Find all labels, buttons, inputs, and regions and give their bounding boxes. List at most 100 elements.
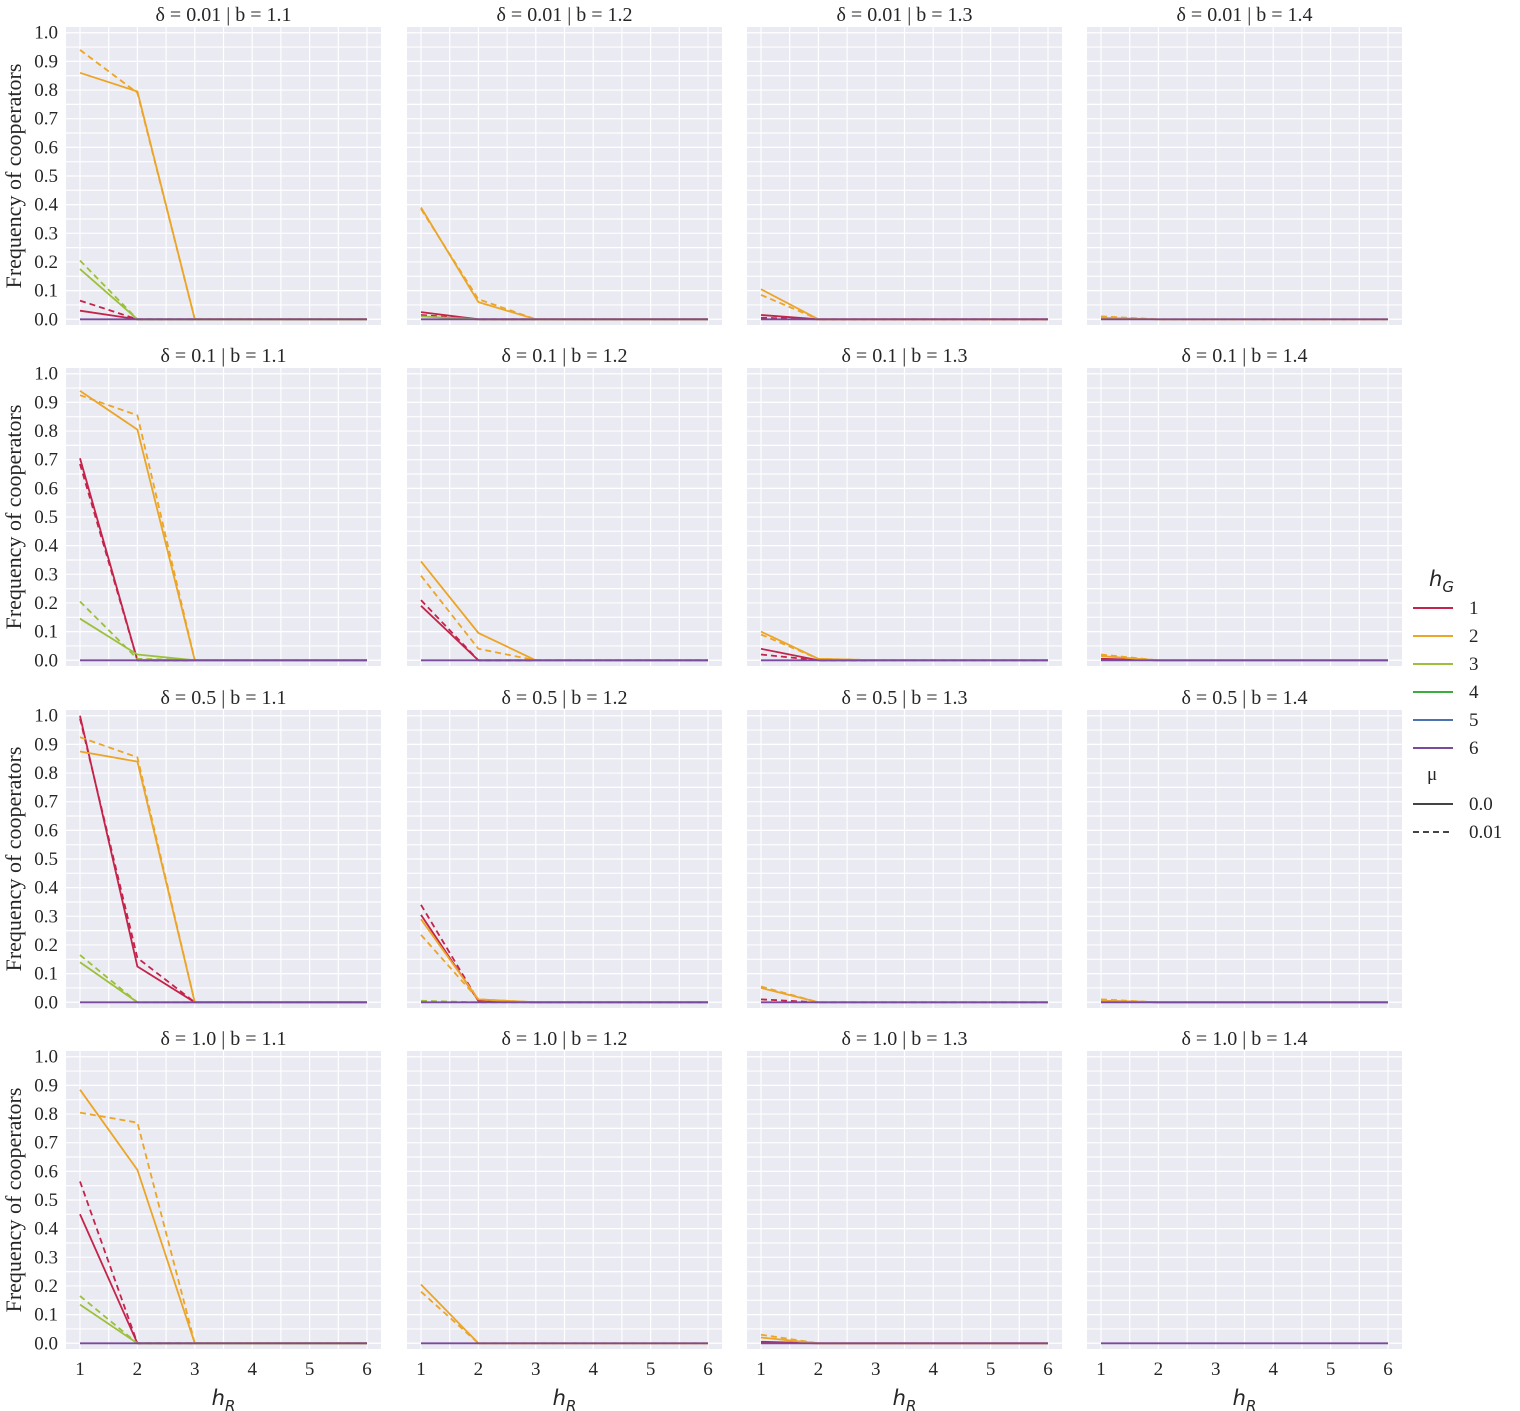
legend-label: 6 [1469, 738, 1479, 759]
legend-label: 3 [1469, 654, 1479, 675]
x-tick-label: 4 [247, 1359, 257, 1380]
x-tick-label: 3 [531, 1359, 541, 1380]
facet-panel: δ = 0.01 | b = 1.2 [407, 4, 722, 325]
y-tick-label: 0.5 [34, 507, 58, 528]
y-tick-label: 0.0 [34, 650, 58, 671]
y-tick-label: 0.2 [34, 252, 58, 273]
y-tick-label: 1.0 [34, 23, 58, 44]
panel-title: δ = 1.0 | b = 1.3 [842, 1028, 968, 1050]
y-tick-label: 0.4 [34, 195, 58, 216]
y-tick-label: 0.0 [34, 992, 58, 1013]
x-tick-label: 2 [474, 1359, 484, 1380]
legend: hG 1 2 3 4 5 6 μ 0.0 0.01 [1413, 567, 1502, 843]
y-tick-label: 0.3 [34, 223, 58, 244]
y-tick-label: 0.5 [34, 166, 58, 187]
y-tick-label: 0.1 [34, 964, 58, 985]
y-tick-label: 0.7 [34, 450, 58, 471]
panel-title: δ = 1.0 | b = 1.1 [161, 1028, 287, 1050]
x-tick-label: 5 [646, 1359, 656, 1380]
x-axis-label: hR [553, 1386, 577, 1411]
x-tick-label: 1 [756, 1359, 766, 1380]
facet-panel: δ = 0.01 | b = 1.1 0.0 0.1 0.2 0.3 0.4 0.5 0.6 0… [1, 4, 381, 330]
legend-label: 4 [1469, 682, 1479, 703]
y-tick-label: 1.0 [34, 1047, 58, 1068]
facet-panel: δ = 0.5 | b = 1.1 0.0 0.1 0.2 0.3 0.4 0.5 0.6 0.… [1, 687, 381, 1013]
legend-style-label: 0.0 [1469, 794, 1493, 815]
y-tick-label: 0.5 [34, 1190, 58, 1211]
panel-title: δ = 0.01 | b = 1.3 [837, 4, 973, 26]
x-tick-label: 5 [986, 1359, 996, 1380]
facet-panel: δ = 0.1 | b = 1.1 0.0 0.1 0.2 0.3 0.4 0.5 0.6 0.… [1, 345, 381, 671]
x-tick-label: 3 [1211, 1359, 1221, 1380]
y-tick-label: 0.6 [34, 478, 58, 499]
facet-panel: δ = 0.5 | b = 1.4 [1087, 687, 1402, 1008]
panel-title: δ = 0.1 | b = 1.4 [1182, 345, 1308, 367]
facet-panel: δ = 1.0 | b = 1.1 0.0 0.1 0.2 0.3 0.4 0.5 0.6 0.… [1, 1028, 381, 1411]
y-tick-label: 0.3 [34, 1247, 58, 1268]
facet-panel: δ = 0.1 | b = 1.3 [747, 345, 1062, 666]
y-tick-label: 0.1 [34, 622, 58, 643]
x-tick-label: 1 [1096, 1359, 1106, 1380]
y-tick-label: 0.2 [34, 1276, 58, 1297]
y-tick-label: 0.3 [34, 564, 58, 585]
panel-title: δ = 1.0 | b = 1.2 [502, 1028, 628, 1050]
y-tick-label: 0.6 [34, 1161, 58, 1182]
y-tick-label: 0.9 [34, 51, 58, 72]
y-tick-label: 0.0 [34, 1333, 58, 1354]
x-tick-label: 2 [133, 1359, 143, 1380]
y-tick-label: 0.7 [34, 1133, 58, 1154]
panel-title: δ = 0.01 | b = 1.1 [156, 4, 292, 26]
y-tick-label: 0.4 [34, 1219, 58, 1240]
legend-label: 1 [1469, 598, 1479, 619]
x-tick-label: 1 [416, 1359, 426, 1380]
legend-label: 5 [1469, 710, 1479, 731]
y-tick-label: 0.2 [34, 935, 58, 956]
panel-title: δ = 0.01 | b = 1.2 [497, 4, 633, 26]
x-axis-label: hR [893, 1386, 917, 1411]
panel-title: δ = 0.5 | b = 1.4 [1182, 687, 1308, 709]
y-tick-label: 0.7 [34, 109, 58, 130]
facet-panel: δ = 0.5 | b = 1.2 [407, 687, 722, 1008]
legend-label: 2 [1469, 626, 1479, 647]
x-tick-label: 6 [362, 1359, 372, 1380]
x-tick-label: 4 [588, 1359, 598, 1380]
x-tick-label: 6 [703, 1359, 713, 1380]
legend-style-label: 0.01 [1469, 822, 1502, 843]
panel-title: δ = 0.1 | b = 1.2 [502, 345, 628, 367]
y-tick-label: 0.9 [34, 734, 58, 755]
facet-panel: δ = 0.1 | b = 1.2 [407, 345, 722, 666]
y-axis-label: Frequency of cooperators [1, 405, 26, 630]
legend-style-title: μ [1427, 764, 1437, 785]
y-tick-label: 0.5 [34, 849, 58, 870]
y-tick-label: 0.9 [34, 392, 58, 413]
panel-title: δ = 1.0 | b = 1.4 [1182, 1028, 1308, 1050]
x-tick-label: 4 [928, 1359, 938, 1380]
y-axis-label: Frequency of cooperators [1, 747, 26, 972]
facet-panel: δ = 1.0 | b = 1.3 1 2 3 4 5 6 hR [747, 1028, 1062, 1411]
panel-title: δ = 0.5 | b = 1.2 [502, 687, 628, 709]
x-tick-label: 3 [871, 1359, 881, 1380]
y-tick-label: 0.9 [34, 1075, 58, 1096]
y-tick-label: 1.0 [34, 706, 58, 727]
x-tick-label: 6 [1383, 1359, 1393, 1380]
x-tick-label: 4 [1268, 1359, 1278, 1380]
x-tick-label: 3 [190, 1359, 200, 1380]
legend-hue-title: hG [1429, 567, 1454, 596]
facet-panel: δ = 0.01 | b = 1.3 [747, 4, 1062, 325]
x-tick-label: 2 [1154, 1359, 1164, 1380]
y-tick-label: 0.1 [34, 281, 58, 302]
y-tick-label: 0.6 [34, 137, 58, 158]
y-tick-label: 0.1 [34, 1305, 58, 1326]
panel-title: δ = 0.1 | b = 1.1 [161, 345, 287, 367]
panel-title: δ = 0.5 | b = 1.3 [842, 687, 968, 709]
facet-panel: δ = 0.01 | b = 1.4 [1087, 4, 1402, 325]
y-tick-label: 0.8 [34, 80, 58, 101]
y-tick-label: 0.7 [34, 792, 58, 813]
x-tick-label: 1 [75, 1359, 85, 1380]
y-tick-label: 0.4 [34, 536, 58, 557]
x-tick-label: 2 [814, 1359, 824, 1380]
y-axis-label: Frequency of cooperators [1, 1088, 26, 1313]
facet-panels: δ = 0.01 | b = 1.1 0.0 0.1 0.2 0.3 0.4 0.5 0.6 0… [1, 4, 1402, 1411]
x-tick-label: 5 [1326, 1359, 1336, 1380]
